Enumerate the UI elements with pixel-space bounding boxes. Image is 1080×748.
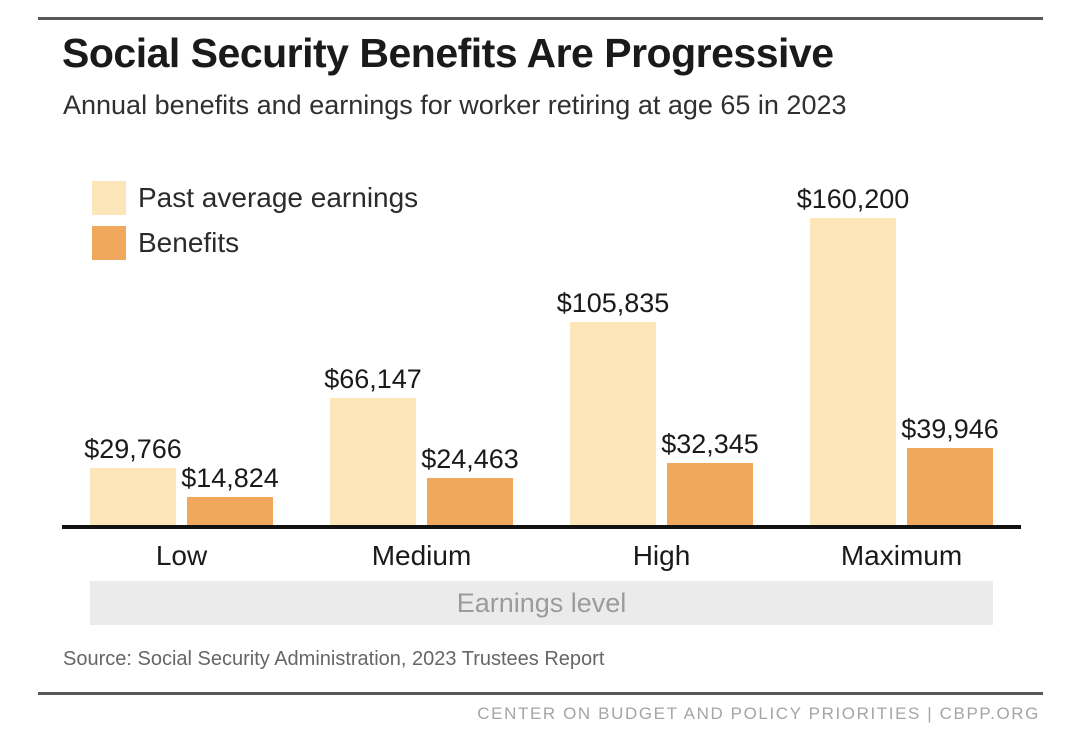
bar-value-label-earnings-medium: $66,147 (324, 364, 422, 394)
bar-value-label-earnings-low: $29,766 (84, 434, 182, 464)
x-axis-title: Earnings level (456, 588, 627, 618)
top-divider (38, 17, 1043, 20)
bar-benefits-low (187, 497, 273, 525)
bar-benefits-maximum (907, 448, 993, 525)
bar-value-label-earnings-maximum: $160,200 (796, 184, 910, 214)
bar-value-label-benefits-maximum: $39,946 (901, 414, 999, 444)
bottom-divider (38, 692, 1043, 695)
bar-earnings-medium (330, 398, 416, 525)
chart-subtitle: Annual benefits and earnings for worker … (63, 90, 847, 120)
category-label-medium: Medium (371, 540, 472, 571)
legend: Past average earnings Benefits (92, 181, 418, 271)
source-note: Source: Social Security Administration, … (63, 648, 605, 670)
bar-earnings-maximum (810, 218, 896, 525)
legend-swatch-benefits (92, 226, 126, 260)
footer-attribution: CENTER ON BUDGET AND POLICY PRIORITIES |… (477, 704, 1040, 723)
category-label-high: High (632, 540, 691, 571)
bar-value-label-benefits-low: $14,824 (181, 463, 279, 493)
bar-value-label-benefits-high: $32,345 (661, 429, 759, 459)
bar-benefits-medium (427, 478, 513, 525)
chart-title: Social Security Benefits Are Progressive (62, 30, 834, 76)
bar-value-label-earnings-high: $105,835 (556, 288, 670, 318)
x-axis-line (62, 525, 1021, 529)
legend-item-benefits: Benefits (92, 226, 418, 260)
legend-item-earnings: Past average earnings (92, 181, 418, 215)
x-axis-band: Earnings level (90, 581, 993, 625)
category-label-low: Low (155, 540, 208, 571)
bar-earnings-low (90, 468, 176, 525)
legend-swatch-earnings (92, 181, 126, 215)
category-label-maximum: Maximum (840, 540, 963, 571)
bar-value-label-benefits-medium: $24,463 (421, 444, 519, 474)
bar-earnings-high (570, 322, 656, 525)
legend-label-benefits: Benefits (138, 227, 240, 258)
legend-label-earnings: Past average earnings (138, 182, 419, 213)
bar-benefits-high (667, 463, 753, 525)
